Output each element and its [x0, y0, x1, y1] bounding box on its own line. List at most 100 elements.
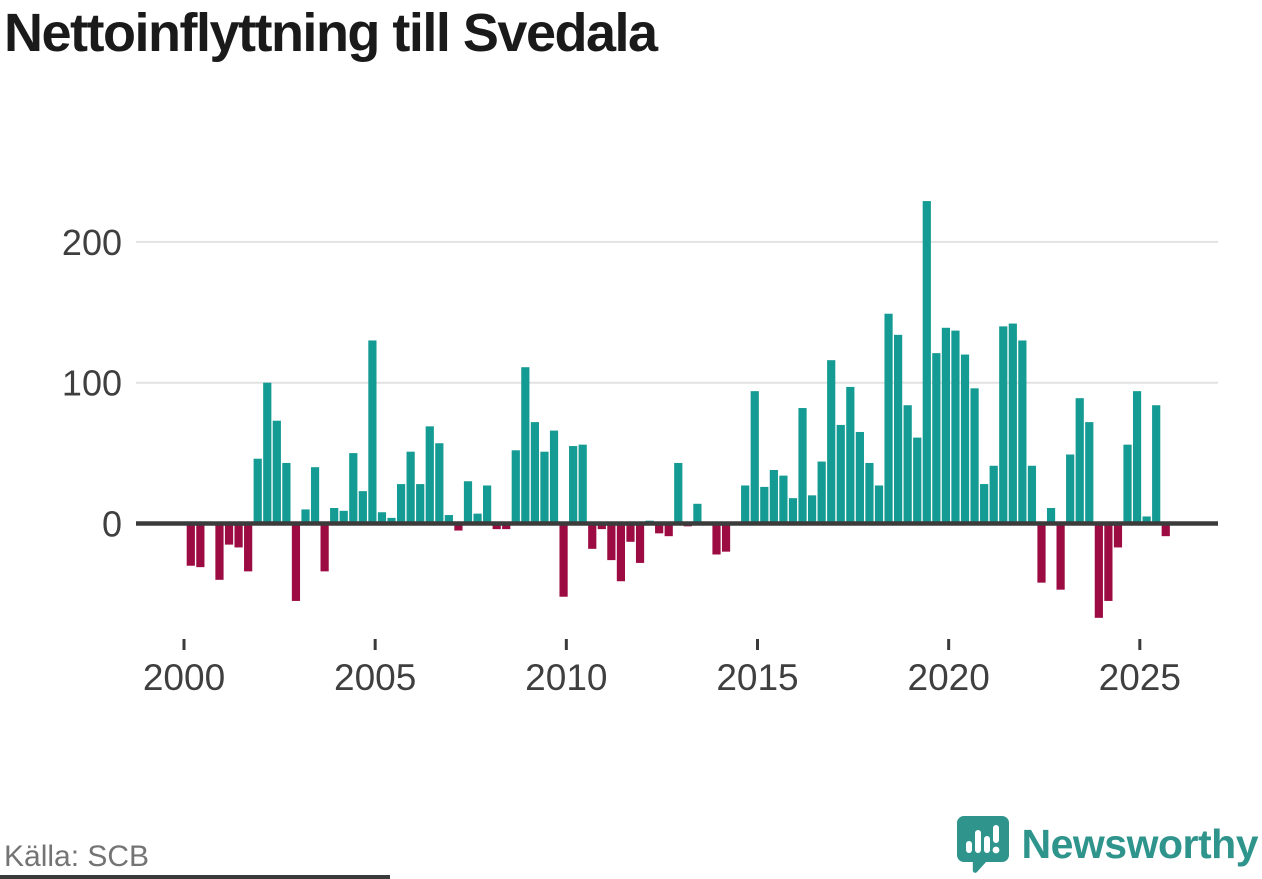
bar-2001-q4 [253, 458, 262, 524]
bar-2015-q1 [760, 486, 769, 524]
y-tick-label-100: 100 [62, 363, 122, 404]
x-tick-label-2005: 2005 [334, 657, 416, 698]
bar-2016-q2 [807, 495, 817, 524]
bar-2021-q2 [999, 326, 1008, 524]
bar-2000-q1 [186, 523, 195, 566]
bar-2007-q4 [483, 485, 492, 524]
bar-2008-q4 [521, 367, 530, 524]
bar-2015-q4 [788, 498, 798, 524]
bar-2005-q3 [396, 484, 406, 524]
bar-2004-q4 [368, 340, 377, 524]
bar-2012-q3 [664, 523, 673, 537]
bar-2020-q3 [970, 388, 979, 524]
bar-2013-q4 [712, 523, 721, 555]
bar-2003-q3 [320, 523, 329, 572]
bar-2023-q1 [1066, 454, 1075, 524]
newsworthy-logo-text: Newsworthy [1021, 820, 1259, 867]
y-tick-label-200: 200 [62, 222, 122, 263]
bar-2002-q1 [263, 382, 272, 524]
bar-2015-q2 [769, 470, 778, 524]
bar-2004-q1 [339, 510, 348, 524]
bar-2017-q1 [836, 424, 845, 524]
bar-2025-q3 [1161, 523, 1170, 537]
x-tick-label-2000: 2000 [143, 657, 225, 698]
bar-2006-q2 [425, 426, 434, 524]
bar-2022-q4 [1056, 523, 1065, 590]
bar-2008-q3 [511, 450, 520, 524]
bar-2003-q4 [330, 508, 339, 524]
bar-2008-q2 [502, 523, 511, 530]
bar-2022-q1 [1027, 465, 1037, 524]
newsworthy-logo: Newsworthy [956, 814, 1259, 874]
bar-2014-q4 [750, 391, 759, 524]
y-tick-label-0: 0 [102, 504, 122, 545]
bar-2004-q3 [358, 491, 367, 524]
bar-2002-q3 [282, 462, 291, 524]
bar-2011-q2 [616, 523, 626, 582]
bar-2011-q1 [607, 523, 616, 561]
bar-2014-q3 [741, 485, 750, 524]
bar-2009-q3 [549, 430, 559, 524]
x-tick-label-2015: 2015 [716, 657, 798, 698]
bar-2016-q3 [817, 461, 826, 524]
bar-2020-q2 [960, 354, 970, 524]
bar-2000-q4 [215, 523, 224, 580]
bar-2019-q3 [932, 353, 941, 524]
bar-2020-q1 [951, 330, 960, 524]
bar-2003-q2 [310, 467, 320, 524]
bar-2014-q1 [721, 523, 731, 552]
bar-2005-q2 [387, 517, 396, 524]
bar-2022-q2 [1037, 523, 1046, 583]
bar-2001-q3 [244, 523, 253, 572]
bar-2023-q2 [1075, 398, 1084, 524]
bar-2025-q2 [1152, 405, 1161, 524]
bar-2009-q1 [530, 422, 539, 524]
bar-2021-q4 [1018, 340, 1027, 524]
bar-2009-q2 [540, 451, 549, 524]
x-tick-label-2025: 2025 [1099, 657, 1181, 698]
bar-2015-q3 [779, 475, 788, 524]
bar-chart-speech-bubble-icon [956, 816, 1009, 873]
bar-2022-q3 [1046, 508, 1056, 524]
bar-2023-q4 [1094, 523, 1103, 618]
bar-2002-q2 [272, 420, 281, 524]
bar-2009-q4 [559, 523, 568, 597]
bar-2018-q4 [903, 405, 912, 524]
bar-2019-q1 [913, 437, 922, 524]
bar-2005-q4 [406, 451, 415, 524]
bar-2016-q1 [798, 408, 807, 524]
bar-2019-q2 [922, 201, 931, 524]
bar-2007-q1 [454, 523, 463, 531]
bar-2006-q1 [416, 484, 425, 524]
bar-2018-q1 [874, 485, 884, 524]
bar-2006-q4 [444, 515, 453, 524]
bar-2010-q1 [569, 446, 578, 524]
bar-2017-q2 [846, 386, 855, 524]
bar-2011-q3 [626, 523, 635, 542]
bar-2000-q2 [196, 523, 205, 568]
bar-2021-q3 [1008, 323, 1017, 524]
bar-2016-q4 [827, 360, 836, 524]
bar-2011-q4 [635, 523, 645, 563]
chart-title: Nettoinflyttning till Svedala [4, 3, 658, 63]
bar-2024-q4 [1132, 391, 1142, 524]
source-note: Källa: SCB [4, 840, 150, 873]
x-tick-label-2020: 2020 [908, 657, 990, 698]
bar-2021-q1 [989, 465, 998, 524]
bar-2017-q3 [855, 431, 864, 524]
x-tick-label-2010: 2010 [525, 657, 607, 698]
bar-2019-q4 [941, 327, 951, 524]
bar-2005-q1 [377, 512, 387, 524]
bottom-border-strip [0, 875, 390, 879]
bar-2010-q2 [578, 444, 587, 524]
bar-2002-q4 [291, 523, 301, 601]
bar-2024-q3 [1123, 444, 1132, 524]
bar-2007-q2 [463, 481, 473, 524]
bar-2012-q4 [674, 462, 683, 524]
bar-2004-q2 [349, 453, 358, 524]
bar-2018-q3 [894, 334, 903, 524]
bar-2001-q2 [234, 523, 243, 548]
bar-2010-q4 [597, 523, 606, 530]
bar-2017-q4 [865, 462, 874, 524]
